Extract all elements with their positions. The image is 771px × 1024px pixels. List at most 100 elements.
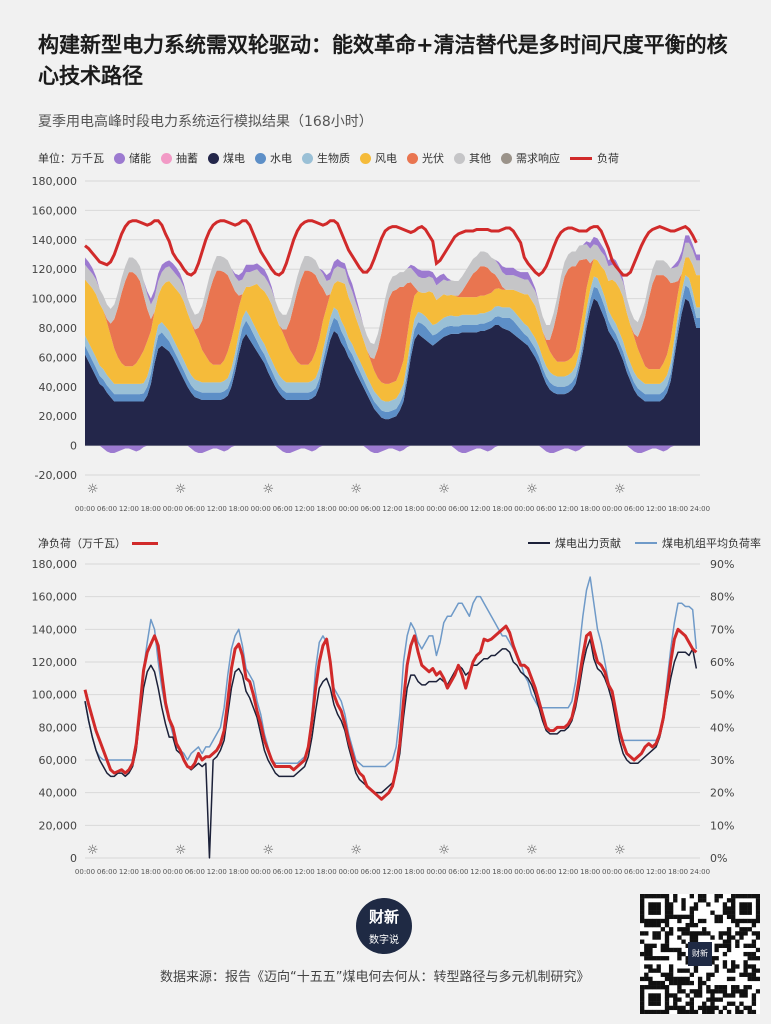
qr-module	[648, 1001, 653, 1006]
x-tick-label: 12:00	[470, 868, 490, 876]
logo-text: 财新	[368, 908, 399, 926]
qr-module	[747, 985, 752, 990]
qr-module	[660, 947, 666, 953]
qr-module	[755, 894, 761, 899]
legend-item: 储能	[114, 150, 151, 166]
qr-module	[731, 906, 736, 911]
y-tick-label: 40,000	[39, 787, 78, 800]
qr-module	[726, 976, 732, 982]
qr-module	[731, 968, 736, 973]
qr-module	[743, 972, 748, 977]
qr-module	[681, 968, 686, 973]
legend-label: 储能	[129, 152, 151, 165]
y2-tick-label: 20%	[710, 787, 734, 800]
qr-module	[664, 894, 670, 899]
qr-module	[739, 931, 744, 936]
qr-module	[640, 989, 645, 994]
qr-module	[644, 931, 649, 936]
qr-module	[681, 980, 686, 986]
qr-module	[693, 906, 699, 911]
qr-module	[751, 918, 757, 924]
qr-module	[681, 902, 686, 907]
qr-module	[689, 906, 694, 911]
qr-module	[722, 993, 728, 998]
qr-module	[743, 993, 748, 998]
qr-module	[648, 993, 653, 998]
qr-module	[706, 997, 711, 1002]
qr-module	[747, 1009, 752, 1015]
qr-module	[751, 1009, 757, 1015]
qr-module	[693, 939, 699, 944]
qr-module	[673, 898, 678, 903]
qr-module	[726, 898, 732, 903]
qr-module	[640, 997, 645, 1002]
qr-module	[689, 914, 694, 920]
qr-module	[731, 894, 736, 899]
qr-module	[751, 964, 757, 969]
y-tick-label: 60,000	[39, 754, 78, 767]
qr-module	[718, 1009, 723, 1015]
x-tick-label: 06:00	[273, 505, 293, 513]
qr-module	[689, 1009, 694, 1015]
qr-module	[689, 939, 694, 944]
qr-module	[664, 976, 670, 982]
qr-module	[693, 931, 699, 936]
qr-module	[640, 1001, 645, 1006]
y2-tick-label: 50%	[710, 689, 734, 702]
caixin-logo: 财新 数字说	[356, 898, 412, 954]
sun-icon: ☼	[87, 843, 99, 858]
qr-module	[668, 914, 674, 920]
qr-module	[668, 993, 674, 998]
qr-module	[726, 939, 732, 944]
x-tick-label: 06:00	[360, 868, 380, 876]
x-tick-label: 12:00	[119, 868, 139, 876]
qr-code[interactable]: 财新	[640, 894, 761, 1015]
qr-module	[689, 931, 694, 936]
sun-icon: ☼	[87, 482, 99, 497]
qr-module	[644, 972, 649, 977]
qr-module	[735, 931, 740, 936]
qr-module	[731, 935, 736, 940]
qr-module	[652, 985, 657, 990]
legend-swatch	[161, 152, 172, 164]
qr-module	[718, 935, 723, 940]
qr-module	[731, 993, 736, 998]
qr-module	[652, 980, 657, 986]
qr-module	[648, 968, 653, 973]
qr-module	[722, 964, 728, 969]
qr-module	[706, 1005, 711, 1011]
y-tick-label: 140,000	[32, 234, 78, 247]
y-tick-label: 40,000	[39, 381, 78, 394]
qr-module	[702, 927, 707, 932]
qr-module	[677, 976, 682, 982]
qr-module	[664, 989, 670, 994]
x-tick-label: 12:00	[207, 505, 227, 513]
qr-module	[677, 968, 682, 973]
qr-module	[668, 906, 674, 911]
qr-module	[726, 914, 732, 920]
qr-module	[660, 918, 666, 924]
qr-module	[743, 931, 748, 936]
x-tick-label: 00:00	[75, 505, 95, 513]
qr-module	[726, 927, 732, 932]
qr-module	[681, 939, 686, 944]
x-tick-label: 00:00	[338, 868, 358, 876]
qr-module	[726, 943, 732, 948]
legend-label: 风电	[375, 152, 397, 165]
qr-module	[714, 914, 719, 920]
x-tick-label: 00:00	[163, 868, 183, 876]
x-tick-label: 00:00	[338, 505, 358, 513]
qr-module	[739, 894, 744, 899]
qr-module	[648, 947, 653, 953]
qr-module	[652, 935, 657, 940]
x-tick-label: 12:00	[382, 505, 402, 513]
qr-module	[677, 951, 682, 957]
y-tick-label: 140,000	[32, 623, 78, 636]
legend-label: 其他	[469, 152, 491, 165]
qr-module	[640, 918, 645, 924]
qr-module	[710, 935, 715, 940]
qr-module	[718, 989, 723, 994]
qr-module	[710, 910, 715, 915]
y-tick-label: 80,000	[39, 721, 78, 734]
qr-module	[640, 910, 645, 915]
